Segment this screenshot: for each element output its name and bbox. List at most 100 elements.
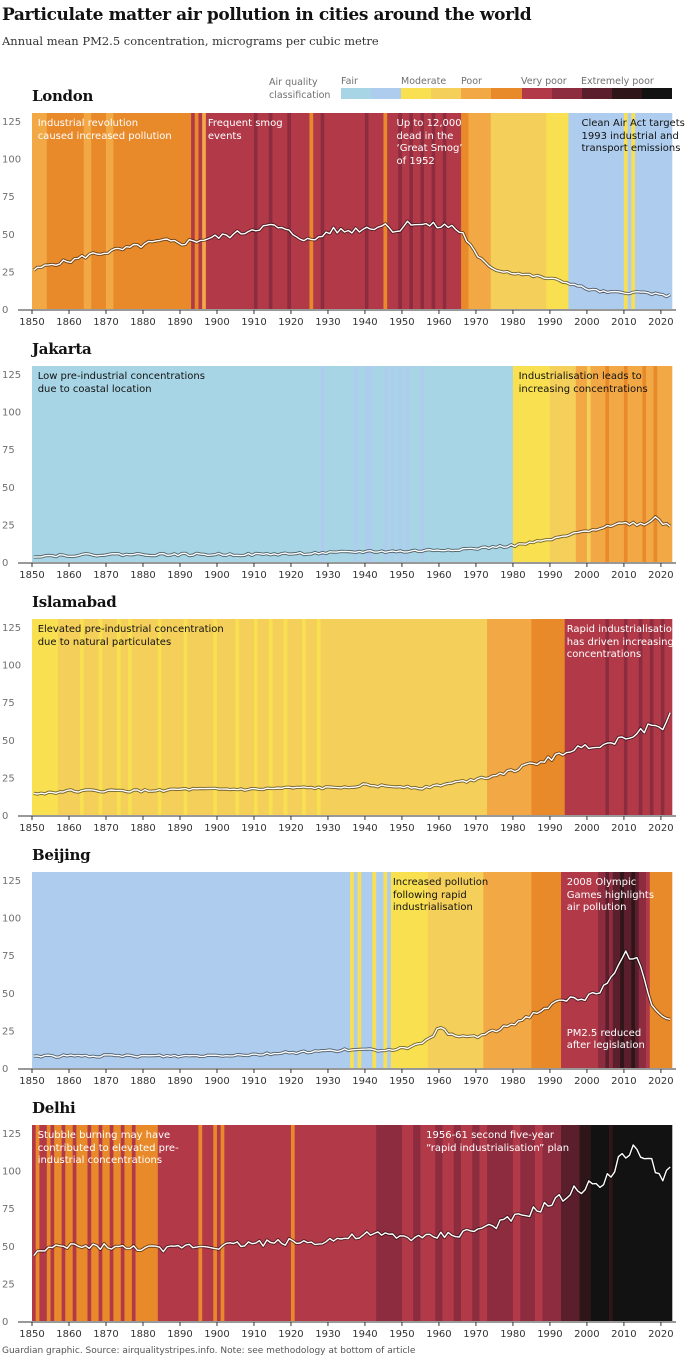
stripe-1956 [424, 113, 432, 309]
stripe-1925 [309, 113, 314, 309]
x-tick-2020: 2020 [648, 570, 673, 581]
stripe-2012 [631, 113, 636, 309]
stripe-1966 [461, 113, 469, 309]
chart-islamabad: 0 25 50 75 100 125 1850 1860 1870 1880 1890 1900 191… [2, 619, 676, 834]
series-line-pm25 [33, 950, 671, 1058]
annotation-4: Clean Air Act targets 1993 industrial an… [581, 118, 685, 155]
y-tick-125: 125 [2, 623, 21, 634]
city-title-london: London [32, 87, 94, 105]
legend-swatch-extremely-poor-1 [581, 88, 612, 99]
stripe-1885 [161, 619, 184, 815]
x-tick-1880: 1880 [130, 1329, 155, 1340]
x-tick-1870: 1870 [93, 1076, 118, 1087]
y-tick-100: 100 [2, 408, 21, 419]
stripe-1953 [413, 1125, 421, 1321]
y-tick-25: 25 [2, 520, 15, 531]
stripe-1980 [512, 1125, 521, 1321]
city-title-islamabad: Islamabad [32, 593, 117, 611]
stripe-2016 [646, 872, 651, 1068]
stripe-1864 [83, 113, 92, 309]
stripe-1936 [350, 872, 355, 1068]
stripe-1911 [257, 113, 270, 309]
stripe-2011 [627, 619, 640, 815]
stripe-1961 [442, 1125, 455, 1321]
stripe-1875 [124, 1125, 133, 1321]
annotation-3: PM2.5 reduced after legislation [566, 1027, 645, 1052]
annotation-2: Rapid industrialisation has driven incre… [566, 624, 679, 661]
legend-swatch-poor-2 [491, 88, 522, 99]
y-tick-50: 50 [2, 230, 15, 241]
chart-delhi: 0 25 50 75 100 125 1850 1860 1870 1880 1890 1900 191… [2, 1125, 676, 1340]
stripe-2003 [598, 872, 606, 1068]
y-tick-75: 75 [2, 698, 15, 709]
x-tick-2010: 2010 [611, 570, 636, 581]
x-tick-1910: 1910 [241, 823, 266, 834]
annotation-2: Industrialisation leads to increasing co… [518, 371, 648, 395]
x-tick-1860: 1860 [56, 317, 81, 328]
x-tick-2010: 2010 [611, 1076, 636, 1087]
stripe-1955 [420, 113, 425, 309]
x-tick-2020: 2020 [648, 823, 673, 834]
series-line-pm25 [33, 516, 671, 558]
x-tick-1850: 1850 [19, 1329, 44, 1340]
stripe-1927 [316, 619, 321, 815]
stripe-1994 [564, 619, 606, 815]
y-tick-125: 125 [2, 876, 21, 887]
x-tick-1890: 1890 [167, 317, 192, 328]
stripe-1989 [546, 113, 569, 309]
y-tick-100: 100 [2, 661, 21, 672]
stripe-1939 [361, 872, 373, 1068]
legend-swatch-fair-2 [371, 88, 402, 99]
x-tick-2000: 2000 [574, 317, 599, 328]
y-tick-75: 75 [2, 951, 15, 962]
x-tick-2000: 2000 [574, 570, 599, 581]
x-tick-1870: 1870 [93, 823, 118, 834]
stripe-1923 [302, 619, 307, 815]
stripe-1964 [453, 1125, 462, 1321]
stripe-1866 [91, 1125, 99, 1321]
stripe-2005 [605, 619, 610, 815]
stripe-2011 [627, 113, 632, 309]
stripe-1998 [579, 1125, 591, 1321]
y-tick-25: 25 [2, 1279, 15, 1290]
stripe-2000 [586, 366, 591, 562]
y-tick-75: 75 [2, 192, 15, 203]
x-tick-1970: 1970 [463, 1329, 488, 1340]
x-tick-1960: 1960 [426, 570, 451, 581]
y-tick-25: 25 [2, 267, 15, 278]
chart-beijing: 0 25 50 75 100 125 1850 1860 1870 1880 1890 1900 191… [2, 872, 676, 1087]
x-tick-1940: 1940 [352, 570, 377, 581]
x-tick-1880: 1880 [130, 570, 155, 581]
x-tick-1860: 1860 [56, 1329, 81, 1340]
x-tick-1950: 1950 [389, 317, 414, 328]
x-tick-1890: 1890 [167, 570, 192, 581]
legend-label: Air quality classification [269, 77, 331, 101]
series-line-pm25 [33, 220, 671, 298]
stripe-1906 [239, 619, 255, 815]
x-tick-1910: 1910 [241, 317, 266, 328]
stripe-1873 [117, 619, 122, 815]
x-tick-2020: 2020 [648, 317, 673, 328]
stripe-1961 [442, 113, 447, 309]
x-tick-1880: 1880 [130, 823, 155, 834]
stripe-1850 [32, 366, 321, 562]
legend-swatch-moderate-2 [431, 88, 462, 99]
stripe-1950 [401, 113, 410, 309]
stripe-1969 [472, 1125, 480, 1321]
stripe-1874 [120, 1125, 125, 1321]
stripe-1959 [435, 113, 443, 309]
y-tick-50: 50 [2, 1242, 15, 1253]
x-tick-1980: 1980 [500, 1329, 525, 1340]
stripe-1858 [61, 1125, 66, 1321]
stripe-1862 [76, 1125, 88, 1321]
x-tick-1920: 1920 [278, 1076, 303, 1087]
x-tick-1860: 1860 [56, 1076, 81, 1087]
series-line-pm25 [33, 1144, 671, 1257]
x-tick-1980: 1980 [500, 570, 525, 581]
stripe-1910 [253, 113, 258, 309]
stripe-1950 [401, 1125, 414, 1321]
stripe-1896 [202, 1125, 214, 1321]
x-tick-1870: 1870 [93, 1329, 118, 1340]
legend-swatch-extremely-poor-3 [641, 88, 673, 99]
x-tick-1850: 1850 [19, 1076, 44, 1087]
